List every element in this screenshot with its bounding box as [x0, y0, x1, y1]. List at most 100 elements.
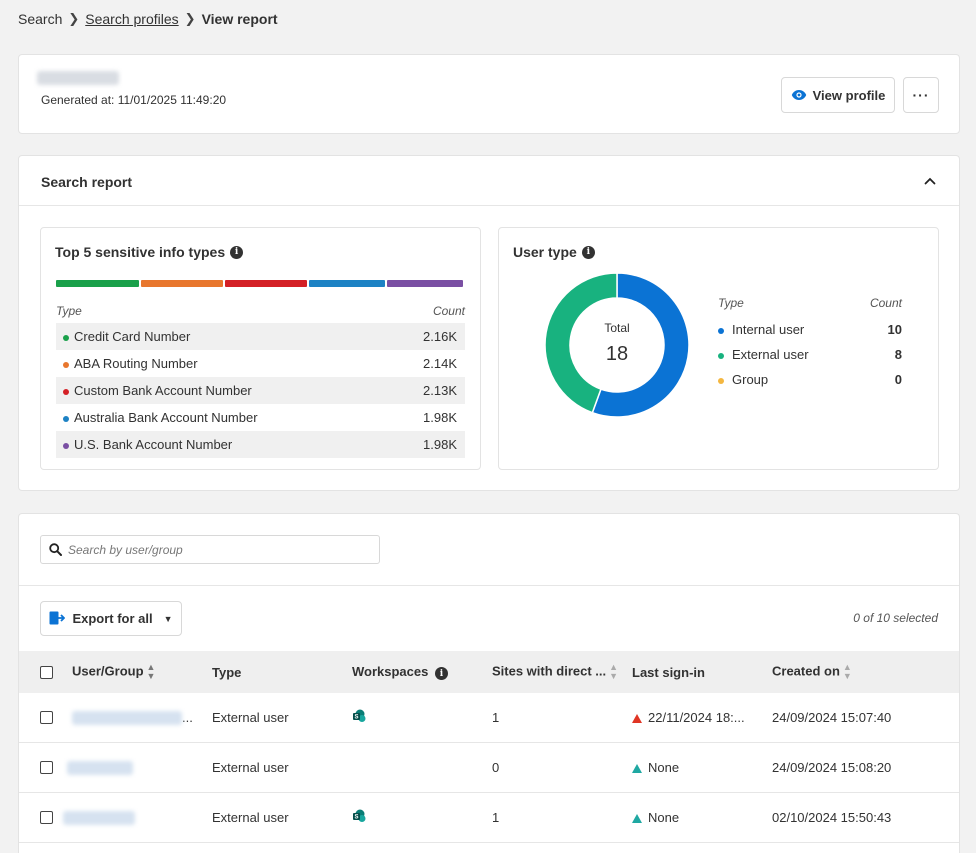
select-all-checkbox[interactable]	[40, 665, 53, 679]
table-row[interactable]: External user S 1 None 02/10/2024 15:50:43	[19, 793, 959, 843]
table-row[interactable]: External user 0 None 24/09/2024 15:08:20	[19, 743, 959, 793]
legend-dot	[718, 377, 724, 384]
user-type-legend: Internal user 10 External user 8 Group 0	[718, 317, 902, 392]
breadcrumb-current: View report	[201, 11, 278, 27]
profile-header-card: Generated at: 11/01/2025 11:49:20 View p…	[18, 54, 960, 134]
users-table-card: Export for all ▼ 0 of 10 selected User/G…	[18, 513, 960, 853]
sharepoint-icon: S	[353, 709, 366, 722]
last-signin-text: 22/11/2024 18:...	[648, 710, 745, 725]
donut-slice[interactable]	[591, 272, 690, 418]
last-signin-text: None	[648, 760, 680, 775]
col-created-on[interactable]: Created on ▲ ▼	[772, 662, 852, 681]
legend-dot	[63, 442, 69, 449]
legend-item: External user 8	[718, 342, 902, 367]
col-count: Count	[432, 304, 465, 318]
divider	[19, 205, 959, 206]
view-profile-label: View profile	[812, 87, 886, 103]
legend-dot	[63, 415, 69, 422]
more-options-button[interactable]: ···	[903, 77, 939, 113]
legend-dot	[718, 327, 724, 334]
distribution-segment	[141, 280, 223, 287]
breadcrumb-search-profiles-link[interactable]: Search profiles	[85, 11, 179, 27]
search-input[interactable]	[68, 542, 358, 557]
divider	[19, 585, 959, 586]
user-cell[interactable]	[67, 760, 212, 776]
user-cell[interactable]: ...	[72, 710, 212, 726]
search-report-card: Search report Top 5 sensitive info types…	[18, 155, 960, 491]
generated-at-text: Generated at: 11/01/2025 11:49:20	[41, 93, 227, 107]
search-report-title: Search report	[41, 174, 133, 190]
distribution-segment	[225, 280, 307, 287]
sites-cell: 0	[492, 760, 500, 775]
col-type: Type	[718, 296, 744, 310]
sort-icon: ▲ ▼	[842, 662, 852, 681]
sharepoint-icon: S	[353, 809, 366, 822]
sensitive-info-title: Top 5 sensitive info types i	[55, 244, 244, 260]
profile-name-redacted	[37, 71, 119, 85]
donut-slice[interactable]	[544, 272, 618, 414]
created-cell: 02/10/2024 15:50:43	[772, 810, 892, 825]
sensitive-count: 2.13K	[423, 383, 457, 398]
sites-cell: 1	[492, 710, 500, 725]
col-last-signin: Last sign-in	[632, 664, 705, 680]
col-type: Type	[212, 664, 242, 680]
created-cell: 24/09/2024 15:08:20	[772, 760, 892, 775]
sort-icon: ▲ ▼	[609, 662, 619, 681]
sensitive-count: 2.16K	[423, 329, 457, 344]
user-name-redacted[interactable]	[67, 761, 133, 776]
sensitive-count: 2.14K	[423, 356, 457, 371]
col-sites[interactable]: Sites with direct ... ▲ ▼	[492, 662, 619, 681]
col-type: Type	[56, 304, 82, 318]
user-type-panel: User type i Total 18 Type Count Internal…	[498, 227, 939, 470]
table-header: User/Group ▲ ▼ Type Workspaces i Sites wit…	[19, 651, 959, 693]
row-checkbox[interactable]	[40, 811, 53, 824]
user-name-redacted[interactable]	[63, 811, 135, 826]
breadcrumb-search-link[interactable]: Search	[18, 11, 63, 27]
row-checkbox[interactable]	[40, 761, 53, 774]
legend-count: 10	[887, 322, 902, 337]
export-for-all-button[interactable]: Export for all ▼	[40, 601, 182, 636]
sensitive-row: Credit Card Number 2.16K	[56, 323, 465, 350]
table-row[interactable]: ... External user S 1 22/11/2024 18:... 24/09…	[19, 693, 959, 743]
sensitive-row: U.S. Bank Account Number 1.98K	[56, 431, 465, 458]
sensitive-row: ABA Routing Number 2.14K	[56, 350, 465, 377]
last-signin-text: None	[648, 810, 680, 825]
legend-label: External user	[732, 347, 809, 362]
user-name-ellipsis: ...	[182, 709, 193, 725]
warning-triangle-icon	[632, 764, 642, 774]
info-icon[interactable]: i	[581, 245, 595, 259]
row-checkbox[interactable]	[40, 711, 53, 724]
legend-dot	[718, 352, 724, 359]
legend-label: Group	[732, 372, 769, 387]
view-profile-button[interactable]: View profile	[781, 77, 895, 113]
workspaces-cell: S	[352, 809, 492, 826]
warning-triangle-icon	[632, 814, 642, 824]
search-box[interactable]	[40, 535, 380, 564]
donut-total-value: 18	[606, 343, 628, 365]
user-cell[interactable]	[63, 810, 212, 826]
user-type-legend-header: Type Count	[718, 296, 902, 310]
workspaces-cell: S	[352, 709, 492, 726]
user-type-title: User type i	[513, 244, 595, 260]
chevron-right-icon: ❯	[184, 11, 196, 26]
legend-dot	[63, 388, 69, 395]
info-icon[interactable]: i	[434, 667, 448, 681]
col-count: Count	[869, 296, 902, 310]
chevron-up-icon[interactable]	[921, 172, 939, 190]
col-user-group[interactable]: User/Group ▲ ▼	[72, 662, 156, 681]
distribution-segment	[309, 280, 385, 287]
info-icon[interactable]: i	[230, 245, 244, 259]
user-name-redacted[interactable]	[72, 711, 182, 726]
sensitive-type-label: Custom Bank Account Number	[74, 383, 252, 398]
legend-dot	[63, 334, 69, 341]
sensitive-row: Custom Bank Account Number 2.13K	[56, 377, 465, 404]
sensitive-type-label: Australia Bank Account Number	[74, 410, 258, 425]
donut-total-label: Total	[604, 321, 629, 335]
legend-item: Group 0	[718, 367, 902, 392]
last-signin-cell: None	[632, 810, 772, 825]
legend-item: Internal user 10	[718, 317, 902, 342]
svg-text:S: S	[354, 815, 358, 821]
sensitive-info-title-text: Top 5 sensitive info types	[55, 244, 226, 260]
warning-triangle-icon	[632, 714, 642, 724]
sensitive-count: 1.98K	[423, 410, 457, 425]
